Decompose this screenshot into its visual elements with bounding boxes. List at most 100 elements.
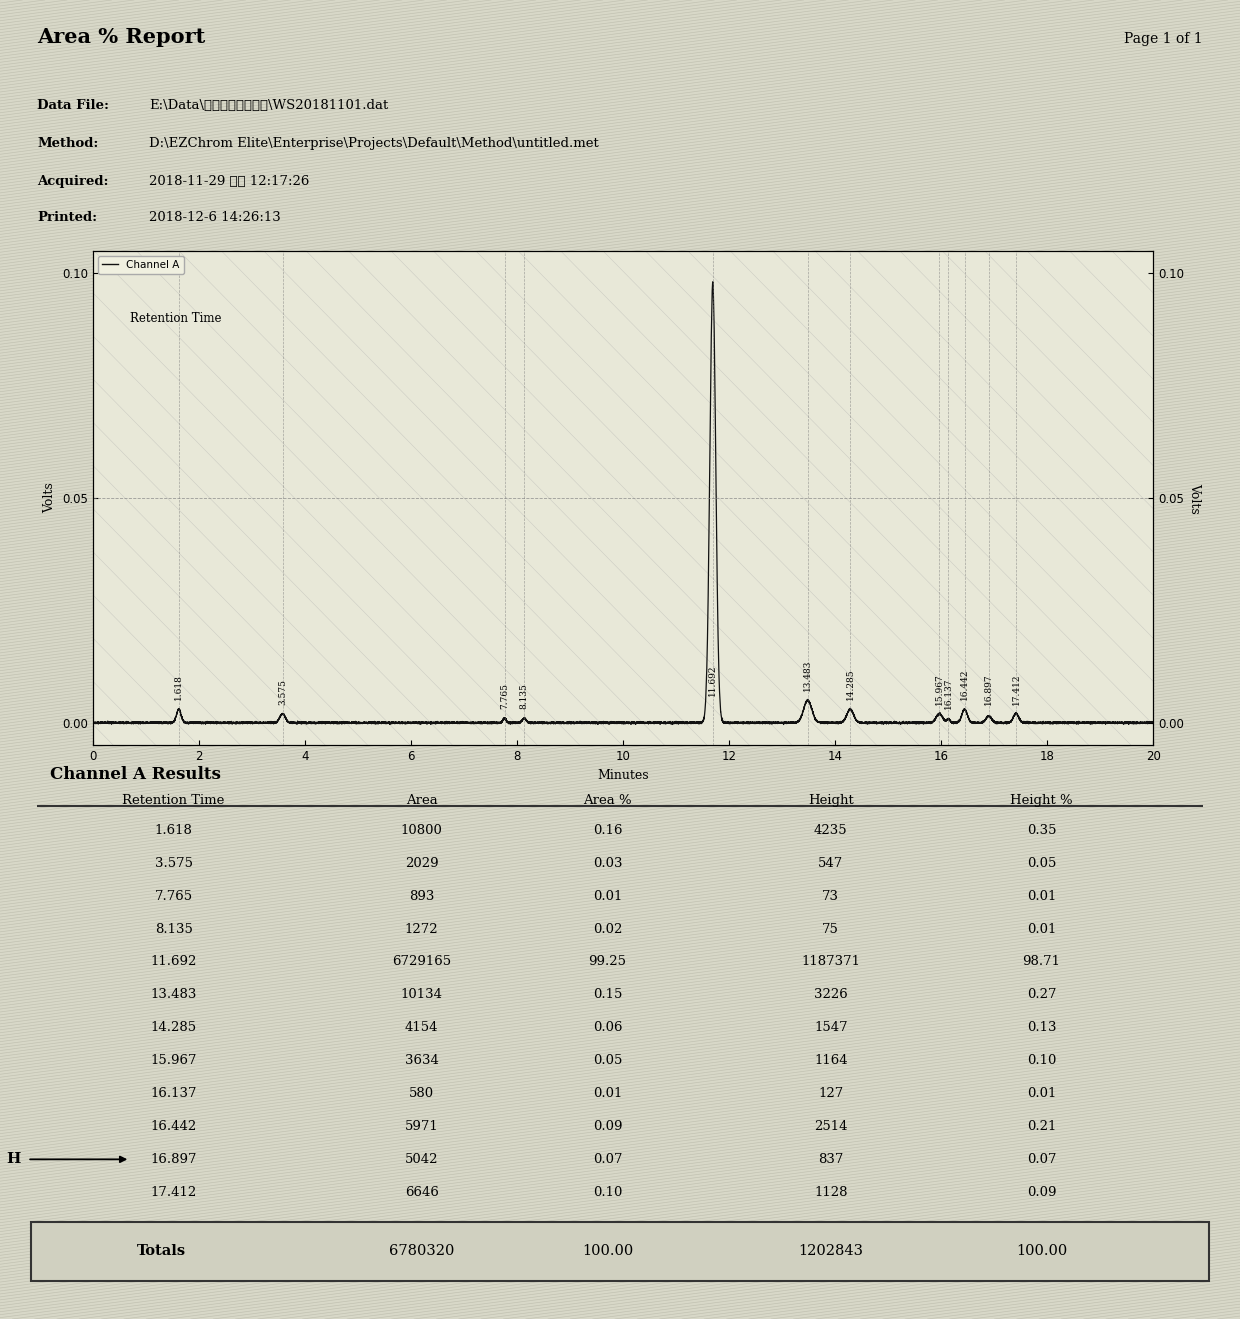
Text: 0.21: 0.21 <box>1027 1120 1056 1133</box>
Text: Channel A Results: Channel A Results <box>50 766 221 783</box>
Text: 547: 547 <box>818 857 843 869</box>
Text: 98.71: 98.71 <box>1023 955 1060 968</box>
Text: 1272: 1272 <box>404 922 439 935</box>
Text: 7.765: 7.765 <box>155 890 192 902</box>
Text: Area: Area <box>405 794 438 807</box>
Text: Retention Time: Retention Time <box>123 794 224 807</box>
Text: 0.01: 0.01 <box>1027 1087 1056 1100</box>
Text: Printed:: Printed: <box>37 211 97 224</box>
Text: 0.16: 0.16 <box>593 824 622 836</box>
Legend: Channel A: Channel A <box>98 256 184 274</box>
Text: 75: 75 <box>822 922 839 935</box>
Text: H: H <box>6 1153 21 1166</box>
FancyBboxPatch shape <box>31 1223 1209 1281</box>
Text: 0.01: 0.01 <box>593 890 622 902</box>
Text: 15.967: 15.967 <box>150 1054 197 1067</box>
Y-axis label: Volts: Volts <box>1188 483 1200 513</box>
Text: Page 1 of 1: Page 1 of 1 <box>1125 32 1203 46</box>
Text: 0.09: 0.09 <box>593 1120 622 1133</box>
Text: 2018-11-29 下午 12:17:26: 2018-11-29 下午 12:17:26 <box>149 175 309 189</box>
Text: 3226: 3226 <box>813 988 848 1001</box>
Text: 0.07: 0.07 <box>593 1153 622 1166</box>
Text: E:\Data\他陀一致性盐酸盐\WS20181101.dat: E:\Data\他陀一致性盐酸盐\WS20181101.dat <box>149 99 388 112</box>
Text: 15.967: 15.967 <box>935 673 944 704</box>
Text: Area %: Area % <box>583 794 632 807</box>
Text: 0.10: 0.10 <box>1027 1054 1056 1067</box>
Text: 1547: 1547 <box>813 1021 848 1034</box>
Text: 8.135: 8.135 <box>155 922 192 935</box>
Text: 4154: 4154 <box>404 1021 439 1034</box>
Text: 1202843: 1202843 <box>799 1244 863 1258</box>
Text: D:\EZChrom Elite\Enterprise\Projects\Default\Method\untitled.met: D:\EZChrom Elite\Enterprise\Projects\Def… <box>149 137 599 150</box>
Text: 8.135: 8.135 <box>520 683 528 710</box>
Text: 16.442: 16.442 <box>960 669 970 700</box>
Text: 2029: 2029 <box>404 857 439 869</box>
Text: Height %: Height % <box>1011 794 1073 807</box>
Text: 0.27: 0.27 <box>1027 988 1056 1001</box>
Text: 3.575: 3.575 <box>155 857 192 869</box>
Text: 100.00: 100.00 <box>582 1244 634 1258</box>
Text: 0.05: 0.05 <box>1027 857 1056 869</box>
Text: 5971: 5971 <box>404 1120 439 1133</box>
Text: 1.618: 1.618 <box>175 674 184 700</box>
Text: 0.01: 0.01 <box>1027 890 1056 902</box>
Text: 1.618: 1.618 <box>155 824 192 836</box>
Text: 14.285: 14.285 <box>846 669 854 700</box>
Text: 6729165: 6729165 <box>392 955 451 968</box>
Text: 5042: 5042 <box>404 1153 439 1166</box>
Text: 16.897: 16.897 <box>985 673 993 704</box>
Text: 16.137: 16.137 <box>150 1087 197 1100</box>
Text: 127: 127 <box>818 1087 843 1100</box>
Text: 16.442: 16.442 <box>150 1120 197 1133</box>
Text: 2514: 2514 <box>813 1120 848 1133</box>
Text: 10134: 10134 <box>401 988 443 1001</box>
Text: 16.137: 16.137 <box>944 678 952 710</box>
Text: 7.765: 7.765 <box>500 683 510 710</box>
Text: Totals: Totals <box>136 1244 186 1258</box>
Text: Retention Time: Retention Time <box>130 313 222 326</box>
Text: 0.02: 0.02 <box>593 922 622 935</box>
Y-axis label: Volts: Volts <box>43 483 57 513</box>
Text: 0.06: 0.06 <box>593 1021 622 1034</box>
Text: Area % Report: Area % Report <box>37 26 206 46</box>
Text: Acquired:: Acquired: <box>37 175 109 189</box>
Text: 893: 893 <box>409 890 434 902</box>
Text: 3634: 3634 <box>404 1054 439 1067</box>
Text: 6780320: 6780320 <box>389 1244 454 1258</box>
Text: Data File:: Data File: <box>37 99 109 112</box>
Text: 0.35: 0.35 <box>1027 824 1056 836</box>
Text: 100.00: 100.00 <box>1016 1244 1068 1258</box>
Text: 0.10: 0.10 <box>593 1186 622 1199</box>
Text: 0.01: 0.01 <box>593 1087 622 1100</box>
Text: Method:: Method: <box>37 137 98 150</box>
Text: 13.483: 13.483 <box>150 988 197 1001</box>
Text: 6646: 6646 <box>404 1186 439 1199</box>
Text: 580: 580 <box>409 1087 434 1100</box>
Text: 0.07: 0.07 <box>1027 1153 1056 1166</box>
Text: 17.412: 17.412 <box>150 1186 197 1199</box>
Text: 0.05: 0.05 <box>593 1054 622 1067</box>
Text: 73: 73 <box>822 890 839 902</box>
X-axis label: Minutes: Minutes <box>598 769 649 782</box>
Text: 16.897: 16.897 <box>150 1153 197 1166</box>
Text: 10800: 10800 <box>401 824 443 836</box>
Text: 0.03: 0.03 <box>593 857 622 869</box>
Text: 1128: 1128 <box>813 1186 848 1199</box>
Text: 0.13: 0.13 <box>1027 1021 1056 1034</box>
Text: 13.483: 13.483 <box>804 660 812 691</box>
Text: 14.285: 14.285 <box>150 1021 197 1034</box>
Text: 11.692: 11.692 <box>708 665 717 696</box>
Text: 0.09: 0.09 <box>1027 1186 1056 1199</box>
Text: 0.01: 0.01 <box>1027 922 1056 935</box>
Text: Height: Height <box>808 794 853 807</box>
Text: 0.15: 0.15 <box>593 988 622 1001</box>
Text: 2018-12-6 14:26:13: 2018-12-6 14:26:13 <box>149 211 280 224</box>
Text: 3.575: 3.575 <box>278 679 286 704</box>
Text: 837: 837 <box>818 1153 843 1166</box>
Text: 1187371: 1187371 <box>801 955 861 968</box>
Text: 4235: 4235 <box>813 824 848 836</box>
Text: 1164: 1164 <box>813 1054 848 1067</box>
Text: 99.25: 99.25 <box>589 955 626 968</box>
Text: 17.412: 17.412 <box>1012 673 1021 704</box>
Text: 11.692: 11.692 <box>150 955 197 968</box>
